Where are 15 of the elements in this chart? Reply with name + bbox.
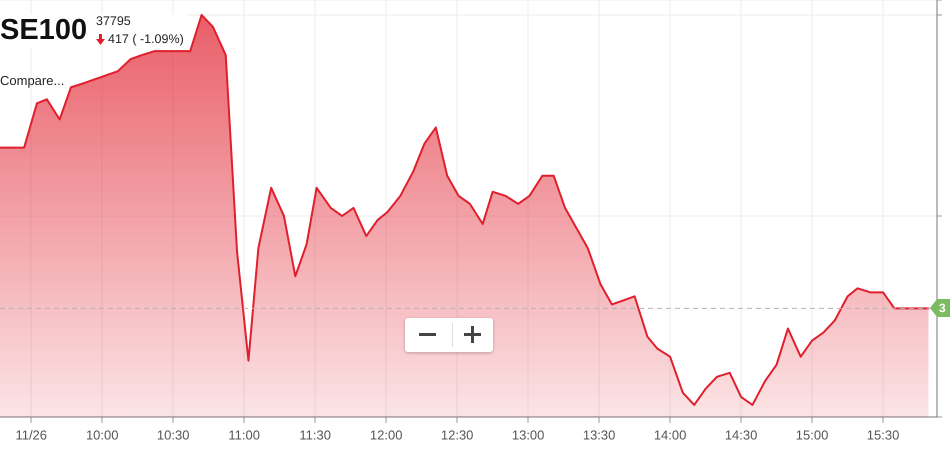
x-tick-label: 14:30 [724, 427, 758, 442]
x-tick-label: 12:00 [370, 427, 402, 442]
x-tick-label: 11:30 [299, 427, 331, 442]
x-tick-label: 11/26 [15, 427, 48, 442]
x-tick-label: 12:30 [440, 427, 474, 442]
x-tick-label: 11:00 [228, 427, 260, 442]
x-tick-label: 15:30 [866, 427, 900, 442]
label-tag: 3 [930, 299, 950, 317]
x-tick-label: 13:00 [512, 427, 544, 442]
annotation: Compare... [0, 73, 64, 89]
x-tick-label: 10:00 [86, 427, 118, 442]
x-tick-label: 10:30 [156, 427, 190, 442]
x-tick-label: 14:00 [654, 427, 686, 442]
x-tick-label: 15:00 [796, 427, 828, 442]
x-tick-label: 13:30 [582, 427, 616, 442]
